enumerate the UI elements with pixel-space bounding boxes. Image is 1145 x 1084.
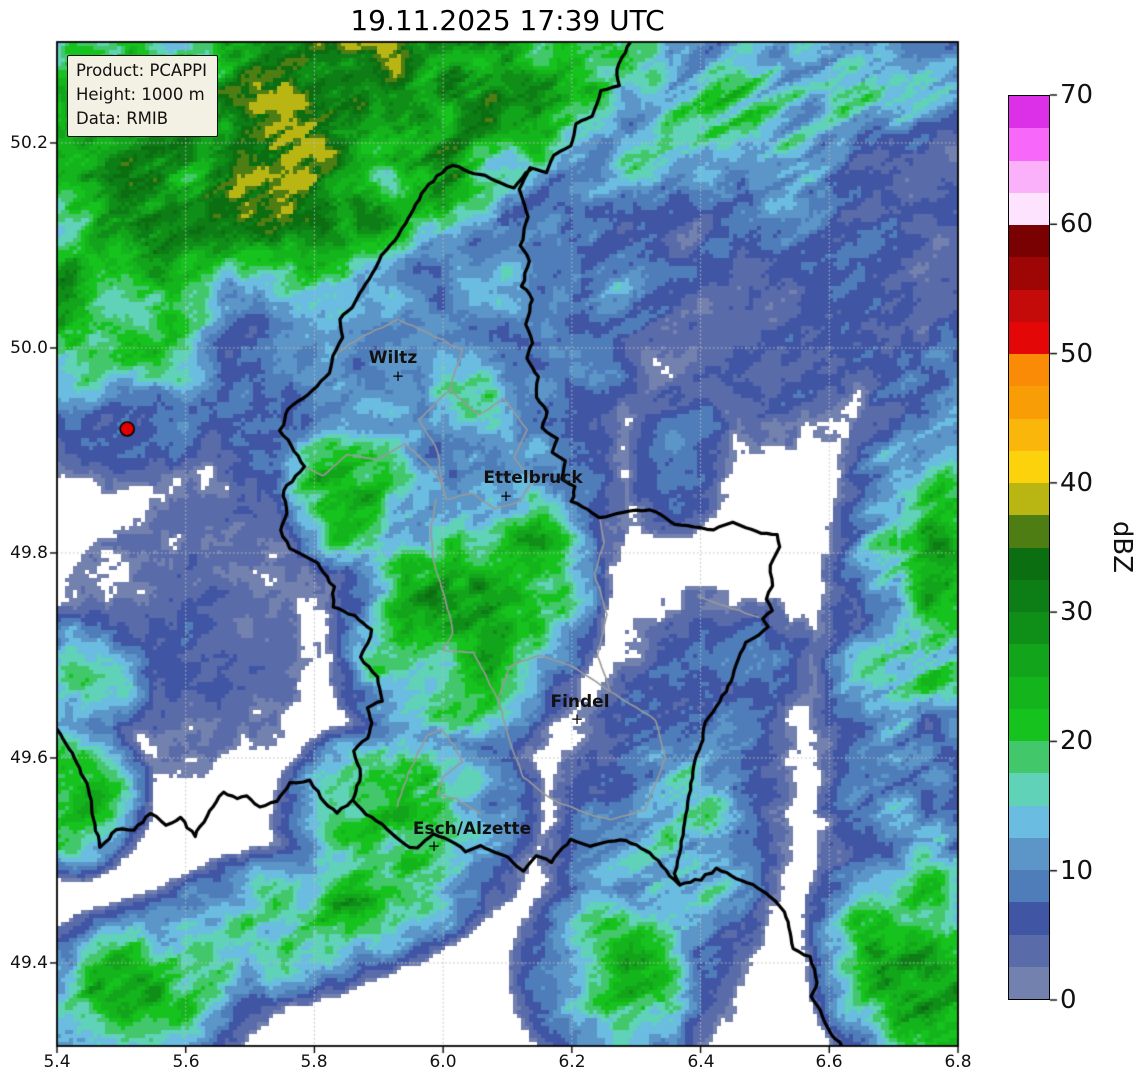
product-line: Product: PCAPPI: [76, 61, 207, 80]
colorbar-tick-label: 10: [1060, 856, 1094, 886]
city-marker-wiltz: +: [391, 367, 405, 385]
x-tick-label: 5.4: [43, 1052, 71, 1072]
colorbar-segment: [1009, 644, 1049, 677]
colorbar-tick-label: 20: [1060, 726, 1094, 756]
colorbar-segment: [1009, 483, 1049, 516]
x-tick-label: 6.4: [687, 1052, 715, 1072]
city-marker-ettelbruck: +: [499, 487, 513, 505]
colorbar-segment: [1009, 579, 1049, 612]
x-tick-label: 6.6: [815, 1052, 843, 1072]
colorbar-segment: [1009, 515, 1049, 548]
colorbar-segment: [1009, 321, 1049, 354]
colorbar-segment: [1009, 128, 1049, 161]
y-tick-label: 49.4: [10, 953, 48, 973]
y-tick-label: 49.6: [10, 748, 48, 768]
colorbar-segment: [1009, 386, 1049, 419]
colorbar-segment: [1009, 676, 1049, 709]
colorbar-segment: [1009, 192, 1049, 225]
colorbar-segment: [1009, 612, 1049, 645]
city-label-wiltz: Wiltz: [368, 348, 418, 368]
city-marker-esch-alzette: +: [427, 837, 441, 855]
colorbar-segment: [1009, 225, 1049, 258]
colorbar-tick-label: 70: [1060, 80, 1094, 110]
colorbar-segment: [1009, 708, 1049, 741]
colorbar-segment: [1009, 773, 1049, 806]
figure-title: 19.11.2025 17:39 UTC: [350, 4, 665, 37]
x-tick-label: 6.0: [429, 1052, 457, 1072]
city-marker-findel: +: [570, 710, 584, 728]
x-tick-label: 5.8: [300, 1052, 328, 1072]
colorbar-tick-label: 40: [1060, 468, 1094, 498]
colorbar-tick-label: 60: [1060, 209, 1094, 239]
colorbar-tick-label: 0: [1060, 985, 1077, 1015]
x-tick-label: 6.8: [944, 1052, 972, 1072]
city-label-esch-alzette: Esch/Alzette: [412, 819, 532, 839]
colorbar-segment: [1009, 450, 1049, 483]
y-tick-label: 49.8: [10, 543, 48, 563]
y-tick-label: 50.0: [10, 338, 48, 358]
colorbar-segment: [1009, 354, 1049, 387]
x-tick-label: 5.6: [172, 1052, 200, 1072]
colorbar-segment: [1009, 966, 1049, 999]
colorbar-segment: [1009, 902, 1049, 935]
colorbar-tick-label: 50: [1060, 339, 1094, 369]
colorbar-segment: [1009, 547, 1049, 580]
city-label-findel: Findel: [550, 692, 610, 712]
colorbar-segment: [1009, 160, 1049, 193]
colorbar-segment: [1009, 96, 1049, 129]
product-info-box: Product: PCAPPI Height: 1000 m Data: RMI…: [67, 55, 218, 137]
data-source-line: Data: RMIB: [76, 108, 169, 128]
colorbar-segment: [1009, 870, 1049, 903]
colorbar-tick-label: 30: [1060, 597, 1094, 627]
colorbar-segment: [1009, 741, 1049, 774]
colorbar-gradient: [1008, 95, 1050, 1000]
colorbar-segment: [1009, 418, 1049, 451]
y-tick-label: 50.2: [10, 133, 48, 153]
city-label-ettelbruck: Ettelbruck: [483, 468, 583, 488]
x-tick-label: 6.2: [558, 1052, 586, 1072]
colorbar-segment: [1009, 934, 1049, 967]
colorbar-segment: [1009, 289, 1049, 322]
height-line: Height: 1000 m: [76, 84, 205, 104]
colorbar-segment: [1009, 257, 1049, 290]
colorbar-axis-label: dBZ: [1107, 520, 1137, 574]
colorbar-segment: [1009, 837, 1049, 870]
colorbar-segment: [1009, 805, 1049, 838]
